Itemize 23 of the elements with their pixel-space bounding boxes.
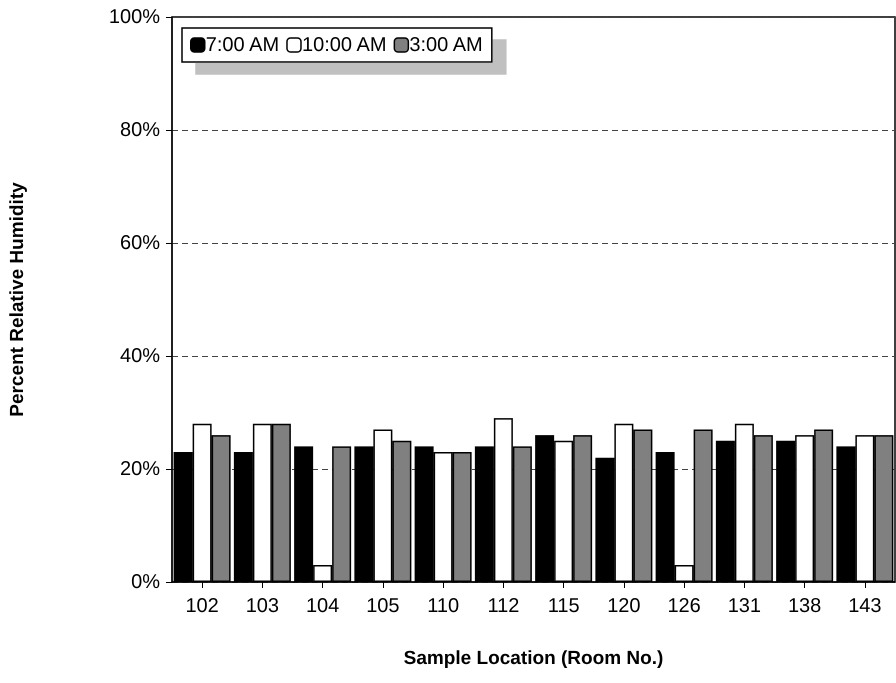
x-tick-label: 105 xyxy=(366,595,400,617)
x-tick-label: 126 xyxy=(667,595,701,617)
x-axis-title: Sample Location (Room No.) xyxy=(404,648,664,669)
y-tick-label: 20% xyxy=(120,458,160,480)
y-axis-title: Percent Relative Humidity xyxy=(7,182,28,417)
legend-label: 7:00 AM xyxy=(206,34,280,56)
x-tick-label: 102 xyxy=(185,595,219,617)
x-tick-label: 131 xyxy=(728,595,762,617)
legend-label: 10:00 AM xyxy=(302,34,386,56)
y-tick-label: 100% xyxy=(108,6,160,28)
x-tick-label: 143 xyxy=(848,595,882,617)
x-tick-label: 112 xyxy=(487,595,520,617)
x-tick-label: 120 xyxy=(607,595,641,617)
y-tick-label: 40% xyxy=(120,345,160,367)
x-tick-label: 103 xyxy=(246,595,280,617)
x-tick-label: 110 xyxy=(427,595,460,617)
legend-label: 3:00 AM xyxy=(409,34,483,56)
x-tick-label: 115 xyxy=(548,595,580,617)
x-tick-label: 138 xyxy=(788,595,822,617)
y-tick-label: 0% xyxy=(131,571,160,593)
y-tick-label: 80% xyxy=(120,119,160,141)
y-tick-label: 60% xyxy=(120,232,160,254)
x-tick-label: 104 xyxy=(306,595,340,617)
